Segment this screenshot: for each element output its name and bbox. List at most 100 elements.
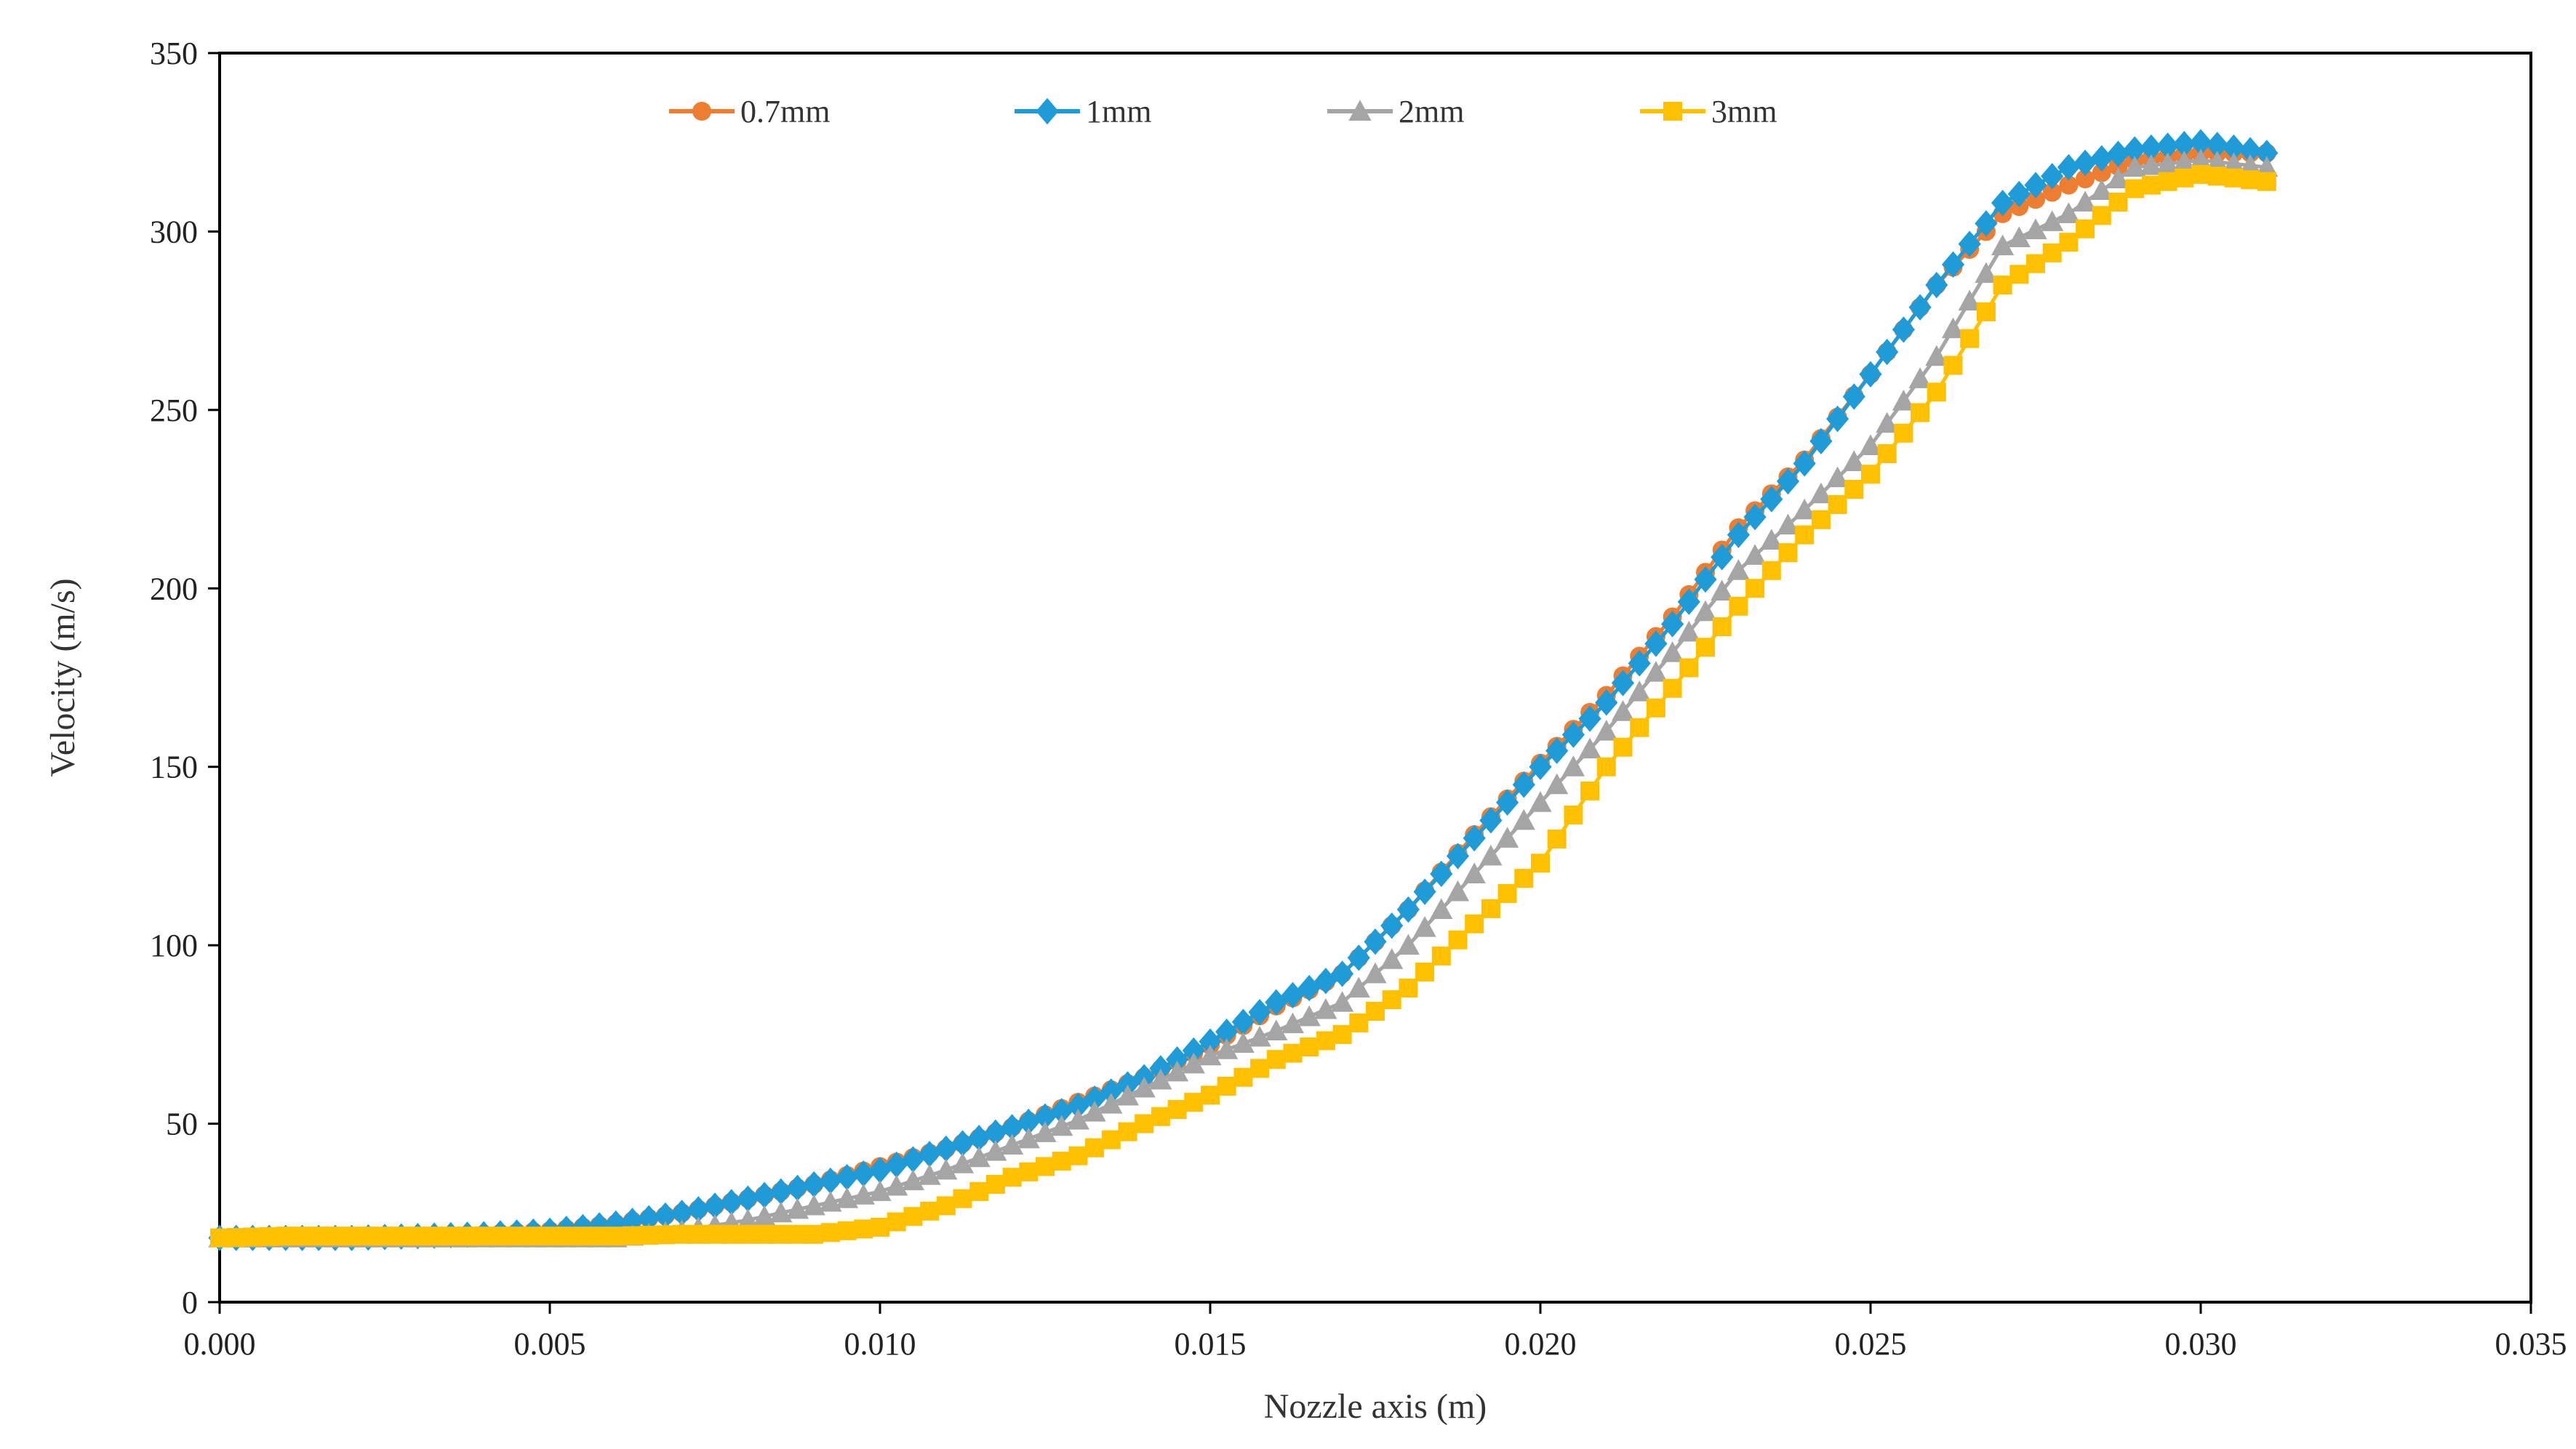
data-point — [1297, 1005, 1321, 1027]
data-point — [2172, 130, 2196, 158]
data-point — [637, 1205, 660, 1232]
data-point — [1776, 513, 1800, 535]
data-point — [540, 1227, 559, 1246]
data-point — [802, 1171, 825, 1198]
data-point — [1266, 1050, 1286, 1069]
data-point — [1842, 450, 1865, 472]
data-point — [2073, 149, 2097, 177]
data-point — [967, 1146, 991, 1168]
data-point — [1364, 962, 1387, 984]
data-point — [1711, 544, 1734, 571]
data-point — [1233, 1067, 1253, 1087]
data-point — [1793, 498, 1816, 520]
x-tick-label: 0.020 — [1505, 1326, 1577, 1362]
data-point — [671, 1200, 694, 1227]
data-point — [1809, 428, 1833, 455]
data-point — [1611, 670, 1635, 697]
data-point — [2125, 179, 2145, 198]
data-point — [1182, 1052, 1205, 1074]
data-point — [1561, 755, 1585, 776]
data-point — [1712, 617, 1732, 637]
data-point — [1795, 525, 1815, 545]
data-point — [1644, 661, 1668, 682]
data-point — [984, 1140, 1007, 1161]
data-point — [1149, 1055, 1172, 1082]
data-point — [1727, 521, 1750, 548]
data-point — [1314, 998, 1337, 1019]
data-point — [901, 1169, 924, 1191]
data-point — [2141, 175, 2161, 195]
data-point — [1217, 1077, 1236, 1096]
data-point — [769, 1178, 793, 1205]
y-tick-label: 100 — [150, 928, 198, 963]
data-point — [507, 1227, 527, 1246]
data-point — [1135, 1114, 1154, 1133]
data-point — [1711, 579, 1734, 601]
data-point — [1859, 434, 1882, 455]
data-point — [1166, 1060, 1189, 1082]
data-point — [1611, 700, 1635, 721]
data-point — [1116, 1084, 1140, 1106]
data-point — [1050, 1115, 1073, 1136]
data-point — [2007, 180, 2031, 208]
data-point — [1166, 1046, 1189, 1073]
legend-label: 0.7mm — [740, 94, 830, 129]
data-point — [2123, 156, 2146, 177]
data-point — [474, 1227, 494, 1246]
data-point — [1844, 480, 1864, 499]
data-point — [1547, 830, 1567, 849]
data-point — [951, 1130, 975, 1157]
data-point — [819, 1190, 842, 1212]
data-point — [1512, 771, 1535, 798]
data-point — [2106, 167, 2130, 189]
data-point — [1050, 1098, 1073, 1125]
data-point — [1760, 486, 1783, 513]
data-point — [1101, 1130, 1121, 1149]
data-point — [1760, 529, 1783, 550]
data-point — [2042, 243, 2062, 262]
data-point — [408, 1227, 428, 1246]
data-point — [1496, 789, 1519, 816]
legend-marker — [1348, 100, 1372, 121]
data-point — [1595, 689, 1618, 716]
legend-item: 0.7mm — [669, 94, 830, 129]
data-point — [1727, 559, 1750, 580]
data-point — [457, 1227, 477, 1246]
data-point — [788, 1224, 807, 1244]
data-point — [1976, 302, 1996, 321]
data-point — [2222, 134, 2245, 161]
data-point — [1529, 753, 1552, 780]
data-point — [490, 1227, 510, 1246]
data-point — [524, 1227, 543, 1246]
data-point — [1993, 276, 2012, 295]
data-point — [1842, 383, 1865, 410]
data-point — [342, 1227, 361, 1246]
data-point — [2206, 132, 2229, 158]
data-point — [1300, 1037, 1319, 1057]
data-point — [1859, 361, 1882, 388]
data-point — [1826, 405, 1849, 433]
data-point — [2073, 190, 2097, 212]
data-point — [1413, 878, 1436, 905]
data-point — [2239, 137, 2262, 164]
series-3mm — [210, 164, 2276, 1248]
data-point — [1497, 883, 1517, 903]
data-point — [1463, 824, 1486, 852]
data-point — [2009, 265, 2029, 284]
legend-marker — [1036, 97, 1059, 125]
data-point — [655, 1225, 675, 1245]
data-point — [1729, 596, 1748, 616]
data-point — [1531, 854, 1550, 873]
data-point — [1380, 948, 1404, 969]
data-point — [771, 1224, 791, 1244]
data-point — [1861, 465, 1880, 484]
data-point — [1281, 982, 1305, 1009]
data-point — [1743, 503, 1767, 531]
data-point — [1068, 1146, 1088, 1165]
data-point — [1892, 389, 1915, 411]
data-point — [2224, 168, 2244, 188]
data-point — [1826, 466, 1849, 488]
data-point — [620, 1208, 644, 1235]
data-point — [1958, 289, 1981, 311]
x-tick-label: 0.025 — [1835, 1326, 1907, 1362]
